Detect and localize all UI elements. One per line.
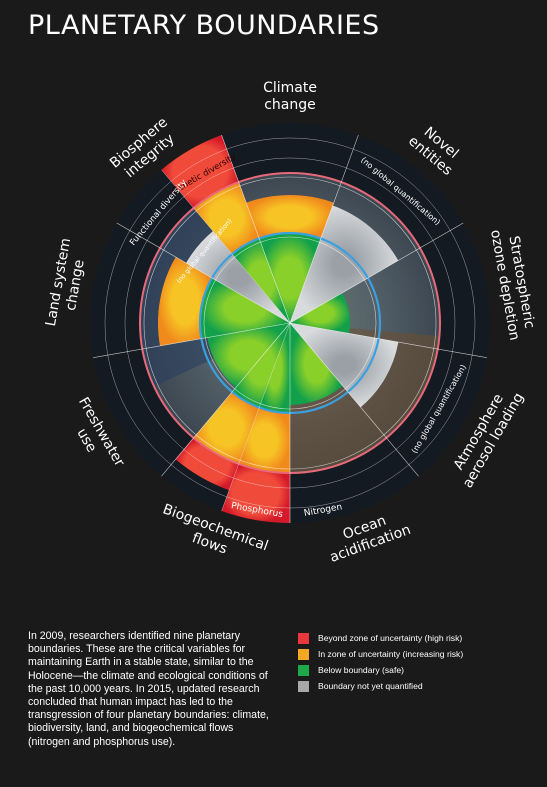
- description-text: In 2009, researchers identified nine pla…: [28, 630, 269, 748]
- legend-item-unquantified: Boundary not yet quantified: [298, 678, 528, 694]
- boundary-wedges: [157, 135, 399, 523]
- label-climate-line2: change: [264, 97, 316, 113]
- sector-divider: [221, 134, 291, 324]
- sector-divider: [289, 322, 419, 477]
- sector-divider: [289, 322, 488, 359]
- wedge-genetic-uncertain: [193, 182, 260, 255]
- legend-swatch: [298, 664, 309, 676]
- legend: Beyond zone of uncertainty (high risk) I…: [298, 630, 528, 694]
- sector-divider: [161, 322, 291, 477]
- sub-divider: [221, 322, 291, 512]
- reference-rings: [92, 134, 488, 523]
- page-title: PLANETARY BOUNDARIES: [28, 10, 380, 41]
- wedge-freshwater-safe: [207, 323, 290, 388]
- wedge-nitrogen-high-risk: [221, 463, 290, 523]
- wedge-ozone-safe: [290, 293, 350, 334]
- planetary-boundaries-diagram: ClimatechangeNovelentitiesStratospherico…: [43, 80, 538, 566]
- legend-label: Below boundary (safe): [318, 665, 404, 675]
- legend-label: Beyond zone of uncertainty (high risk): [318, 633, 463, 643]
- label-climate-line1: Climate: [263, 80, 317, 96]
- sector-divider: [92, 322, 291, 359]
- legend-swatch: [298, 648, 309, 660]
- wedge-ocean-safe: [290, 323, 343, 405]
- wedge-phosphorus-high-risk: [175, 437, 239, 491]
- legend-item-safe: Below boundary (safe): [298, 662, 528, 678]
- sub-divider: [161, 169, 291, 324]
- legend-swatch: [298, 632, 309, 644]
- wedge-climate-uncertain: [246, 195, 334, 239]
- legend-label: In zone of uncertainty (increasing risk): [318, 649, 464, 659]
- sector-divider: [116, 222, 291, 324]
- legend-item-uncertain: In zone of uncertainty (increasing risk): [298, 646, 528, 662]
- wedge-land-safe: [200, 278, 290, 339]
- wedge-novel-unquantified: [290, 205, 399, 323]
- wedge-phosphorus-safe: [232, 323, 290, 408]
- wedge-land-uncertain: [157, 257, 213, 346]
- legend-item-high-risk: Beyond zone of uncertainty (high risk): [298, 630, 528, 646]
- wedge-climate-safe: [259, 233, 321, 323]
- legend-label: Boundary not yet quantified: [318, 681, 423, 691]
- wedge-genetic-safe: [232, 238, 290, 323]
- wedge-functional-unquantified: [186, 231, 290, 323]
- legend-swatch: [298, 680, 309, 692]
- sector-divider: [289, 134, 359, 324]
- wedge-aerosol-unquantified: [290, 323, 399, 408]
- wedge-nitrogen-uncertain: [238, 407, 290, 473]
- wedge-phosphorus-uncertain: [193, 391, 260, 464]
- sector-divider: [289, 222, 464, 324]
- wedge-nitrogen-safe: [259, 323, 290, 413]
